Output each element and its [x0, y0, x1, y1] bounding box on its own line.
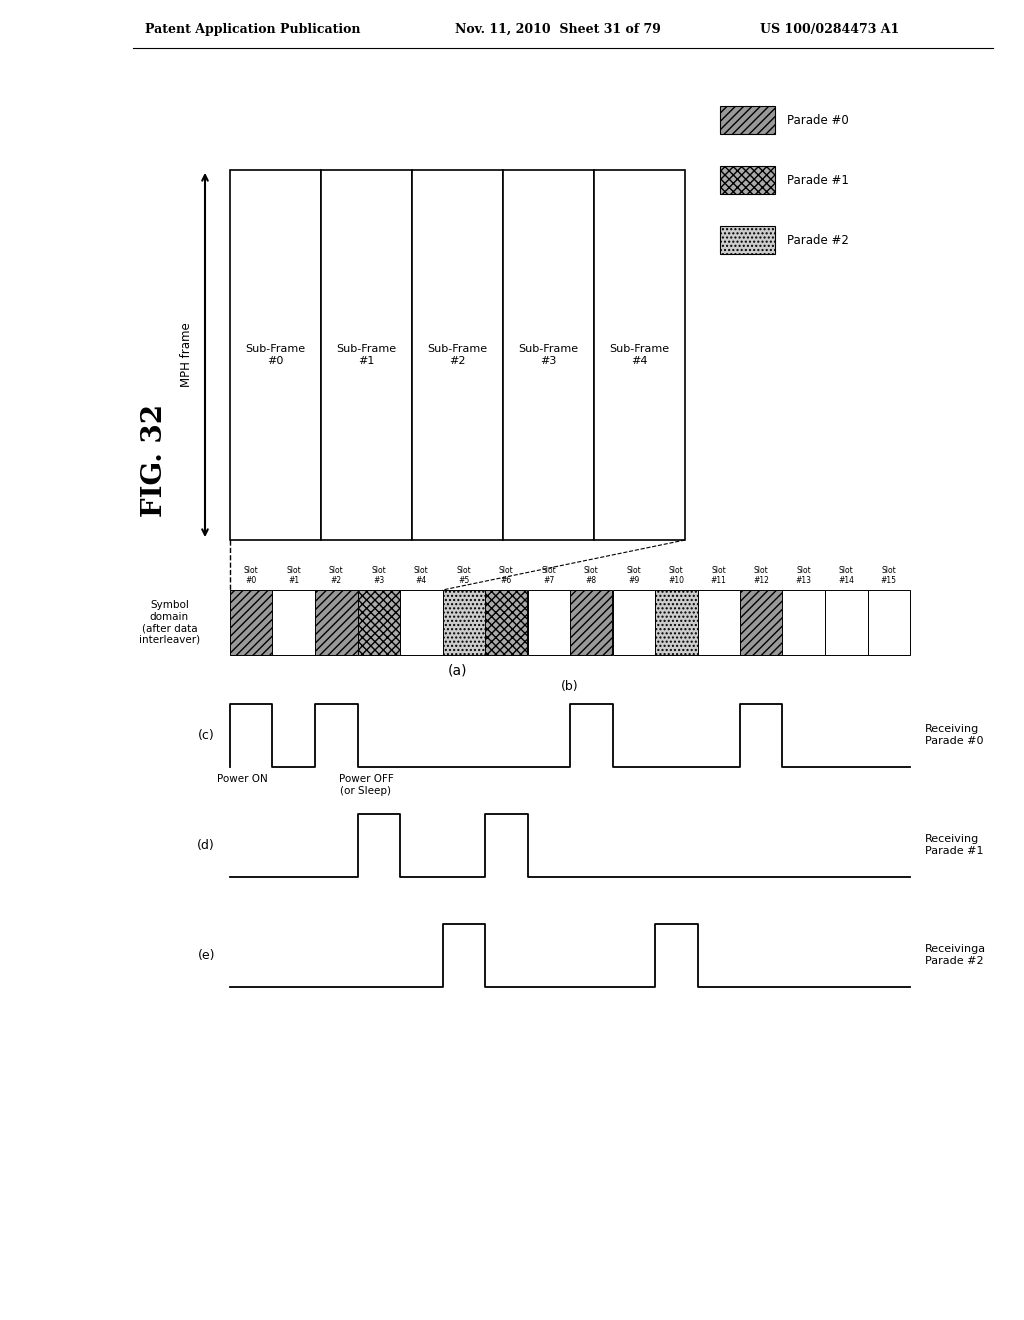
Bar [527, 590, 570, 655]
Text: Receivinga
Parade #2: Receivinga Parade #2 [925, 944, 986, 966]
Bar [503, 170, 594, 540]
Text: Power OFF
(or Sleep): Power OFF (or Sleep) [339, 775, 393, 796]
Text: Slot
#3: Slot #3 [372, 565, 386, 585]
Text: Slot
#4: Slot #4 [414, 565, 429, 585]
Text: Slot
#10: Slot #10 [669, 565, 684, 585]
Bar [272, 590, 315, 655]
Text: Slot
#11: Slot #11 [711, 565, 727, 585]
Bar [594, 170, 685, 540]
Bar [570, 590, 612, 655]
Bar [720, 166, 775, 194]
Bar [485, 590, 527, 655]
Bar [442, 590, 485, 655]
Text: Slot
#9: Slot #9 [627, 565, 641, 585]
Bar [720, 106, 775, 135]
Text: Sub-Frame
#3: Sub-Frame #3 [518, 345, 579, 366]
Text: Symbol
domain
(after data
interleaver): Symbol domain (after data interleaver) [139, 601, 200, 645]
Text: MPH frame: MPH frame [180, 322, 193, 387]
Text: Slot
#7: Slot #7 [542, 565, 556, 585]
Text: Slot
#15: Slot #15 [881, 565, 897, 585]
Bar [825, 590, 867, 655]
Text: (d): (d) [198, 838, 215, 851]
Bar [867, 590, 910, 655]
Bar [612, 590, 655, 655]
Text: Sub-Frame
#4: Sub-Frame #4 [609, 345, 670, 366]
Bar [315, 590, 357, 655]
Bar [412, 170, 503, 540]
Text: Nov. 11, 2010  Sheet 31 of 79: Nov. 11, 2010 Sheet 31 of 79 [455, 22, 660, 36]
Text: Slot
#5: Slot #5 [457, 565, 471, 585]
Text: Slot
#8: Slot #8 [584, 565, 599, 585]
Bar [321, 170, 412, 540]
Text: Receiving
Parade #0: Receiving Parade #0 [925, 725, 983, 746]
Text: Parade #1: Parade #1 [787, 173, 849, 186]
Text: Slot
#12: Slot #12 [754, 565, 769, 585]
Text: Slot
#0: Slot #0 [244, 565, 259, 585]
Text: (a): (a) [447, 663, 467, 677]
Text: Slot
#13: Slot #13 [796, 565, 812, 585]
Text: Slot
#6: Slot #6 [499, 565, 514, 585]
Bar [400, 590, 442, 655]
Bar [655, 590, 697, 655]
Text: (c): (c) [199, 729, 215, 742]
Text: Patent Application Publication: Patent Application Publication [145, 22, 360, 36]
Text: Slot
#2: Slot #2 [329, 565, 344, 585]
Bar [230, 170, 321, 540]
Text: Sub-Frame
#2: Sub-Frame #2 [427, 345, 487, 366]
Bar [697, 590, 740, 655]
Bar [740, 590, 782, 655]
Text: Sub-Frame
#1: Sub-Frame #1 [337, 345, 396, 366]
Text: FIG. 32: FIG. 32 [141, 404, 169, 516]
Text: (b): (b) [561, 680, 579, 693]
Text: Parade #0: Parade #0 [787, 114, 849, 127]
Text: Parade #2: Parade #2 [787, 234, 849, 247]
Text: Receiving
Parade #1: Receiving Parade #1 [925, 834, 983, 855]
Text: (e): (e) [198, 949, 215, 961]
Bar [357, 590, 400, 655]
Text: Sub-Frame
#0: Sub-Frame #0 [246, 345, 305, 366]
Bar [720, 226, 775, 253]
Bar [782, 590, 825, 655]
Text: Slot
#14: Slot #14 [839, 565, 854, 585]
Bar [230, 590, 272, 655]
Text: US 100/0284473 A1: US 100/0284473 A1 [760, 22, 899, 36]
Text: Power ON: Power ON [217, 775, 268, 784]
Text: Slot
#1: Slot #1 [287, 565, 301, 585]
